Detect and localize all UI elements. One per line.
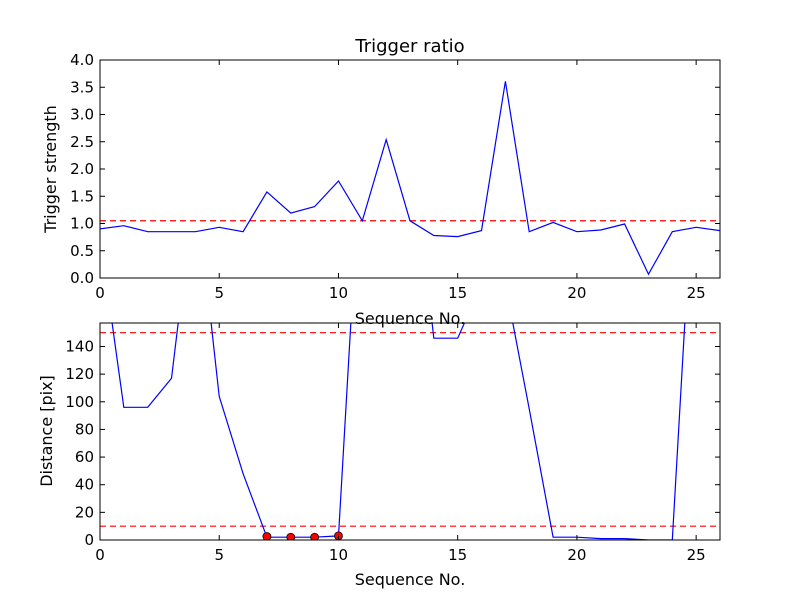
top-series-line <box>100 81 720 276</box>
top-y-axis-label: Trigger strength <box>41 105 60 234</box>
bottom-y-ticks: 0 20 40 60 80 100 120 140 <box>65 337 720 549</box>
top-y-tick-label: 2.5 <box>70 133 94 151</box>
bottom-threshold-lines <box>100 332 720 527</box>
bot-y-tick-label: 0 <box>84 531 94 549</box>
top-x-tick-label: 10 <box>329 284 348 302</box>
bot-y-tick-label: 40 <box>75 476 94 494</box>
top-chart-title: Trigger ratio <box>354 36 464 57</box>
bot-x-tick-label: 25 <box>687 546 706 564</box>
bottom-y-axis-label: Distance [pix] <box>37 375 56 487</box>
top-x-tick-label: 20 <box>567 284 586 302</box>
top-y-tick-label: 3.5 <box>70 78 94 96</box>
bot-y-tick-label: 20 <box>75 503 94 521</box>
bot-x-tick-label: 5 <box>214 546 224 564</box>
top-y-tick-label: 0.5 <box>70 242 94 260</box>
bottom-axes-frame <box>99 322 721 541</box>
bot-y-tick-label: 80 <box>75 420 94 438</box>
top-subplot: Trigger ratio 0 5 10 15 20 25 0.0 0.5 1.0 1.5 2.0… <box>41 36 721 328</box>
top-x-tick-label: 5 <box>214 284 224 302</box>
bottom-series-group <box>111 323 686 540</box>
bot-marker-point <box>286 532 296 540</box>
top-x-tick-label: 0 <box>95 284 105 302</box>
bot-marker-point <box>262 532 272 540</box>
bot-y-tick-label: 140 <box>65 337 94 355</box>
bottom-x-axis-label: Sequence No. <box>355 570 466 589</box>
bot-y-tick-label: 60 <box>75 448 94 466</box>
top-x-tick-label: 15 <box>448 284 467 302</box>
bot-y-tick-label: 100 <box>65 393 94 411</box>
top-x-axis-label: Sequence No. <box>355 309 466 328</box>
bot-y-tick-label: 120 <box>65 365 94 383</box>
bottom-subplot: 0 5 10 15 20 25 0 20 40 60 80 100 120 140 Sequence N… <box>37 322 721 589</box>
top-y-tick-label: 1.5 <box>70 187 94 205</box>
top-y-tick-label: 3.0 <box>70 106 94 124</box>
bottom-x-ticks: 0 5 10 15 20 25 <box>95 323 706 564</box>
top-series-group <box>100 81 720 276</box>
top-axes-frame <box>99 59 721 279</box>
top-y-ticks: 0.0 0.5 1.0 1.5 2.0 2.5 3.0 3.5 4.0 <box>70 51 720 287</box>
bot-x-tick-label: 0 <box>95 546 105 564</box>
bot-x-tick-label: 15 <box>448 546 467 564</box>
top-x-ticks: 0 5 10 15 20 25 <box>95 60 706 302</box>
top-y-tick-label: 0.0 <box>70 269 94 287</box>
top-y-tick-label: 1.0 <box>70 215 94 233</box>
bot-x-tick-label: 10 <box>329 546 348 564</box>
bot-x-tick-label: 20 <box>567 546 586 564</box>
bot-marker-point <box>310 532 320 540</box>
top-y-tick-label: 2.0 <box>70 160 94 178</box>
top-y-tick-label: 4.0 <box>70 51 94 69</box>
bot-series-line <box>111 323 686 540</box>
top-x-tick-label: 25 <box>687 284 706 302</box>
